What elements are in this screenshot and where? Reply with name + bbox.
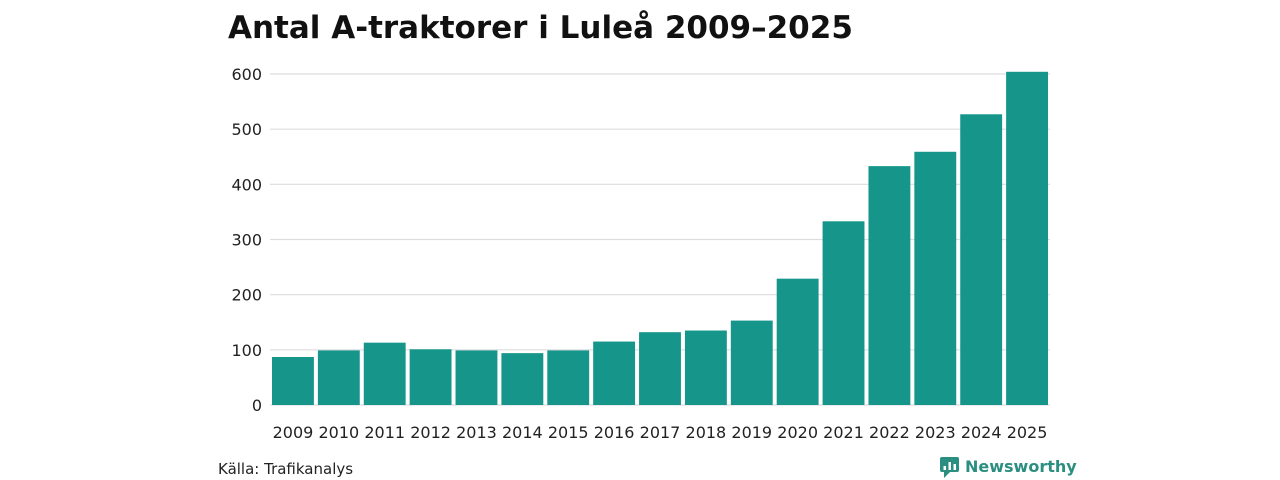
- bar-2011: [363, 342, 406, 405]
- bar-2018: [684, 330, 727, 405]
- x-tick-label: 2020: [777, 423, 818, 442]
- x-tick-label: 2009: [273, 423, 314, 442]
- x-tick-label: 2011: [364, 423, 405, 442]
- x-tick-label: 2025: [1007, 423, 1048, 442]
- y-axis: 0 100 200 300 400 500 600: [231, 65, 262, 415]
- x-tick-label: 2024: [961, 423, 1002, 442]
- brand-name: Newsworthy: [965, 457, 1077, 476]
- x-tick-label: 2014: [502, 423, 543, 442]
- chart-title: Antal A-traktorer i Luleå 2009–2025: [228, 10, 853, 46]
- y-tick-label: 0: [252, 396, 262, 415]
- newsworthy-logo-icon: [940, 457, 959, 478]
- bar-2009: [272, 357, 314, 405]
- y-tick-label: 400: [231, 175, 262, 194]
- bar-2014: [501, 353, 544, 405]
- x-tick-label: 2010: [318, 423, 359, 442]
- bar-2017: [639, 332, 681, 405]
- bar-2025: [1006, 71, 1048, 405]
- x-axis: 2009 2010 2011 2012 2013 2014 2015 2016 2017 2018…: [273, 423, 1048, 442]
- x-tick-label: 2015: [548, 423, 589, 442]
- y-tick-label: 200: [231, 286, 262, 305]
- y-tick-label: 500: [231, 120, 262, 139]
- bar-2023: [914, 151, 957, 405]
- bar-2021: [822, 221, 865, 405]
- bar-2015: [547, 350, 590, 405]
- y-tick-label: 600: [231, 65, 262, 84]
- bar-2019: [730, 320, 773, 405]
- y-tick-label: 100: [231, 341, 262, 360]
- bar-2013: [455, 350, 498, 405]
- source-note: Källa: Trafikanalys: [218, 460, 353, 478]
- x-tick-label: 2021: [823, 423, 864, 442]
- bar-2010: [317, 350, 360, 405]
- bar-2020: [776, 278, 819, 405]
- x-tick-label: 2022: [869, 423, 910, 442]
- bar-2024: [960, 114, 1003, 405]
- bars: [272, 71, 1048, 405]
- bar-2022: [868, 166, 911, 405]
- y-tick-label: 300: [231, 231, 262, 250]
- bar-2016: [593, 341, 636, 405]
- x-tick-label: 2019: [731, 423, 772, 442]
- x-tick-label: 2016: [594, 423, 635, 442]
- x-tick-label: 2017: [640, 423, 681, 442]
- x-tick-label: 2023: [915, 423, 956, 442]
- bar-2012: [409, 349, 452, 405]
- x-tick-label: 2013: [456, 423, 497, 442]
- x-tick-label: 2012: [410, 423, 451, 442]
- x-tick-label: 2018: [686, 423, 727, 442]
